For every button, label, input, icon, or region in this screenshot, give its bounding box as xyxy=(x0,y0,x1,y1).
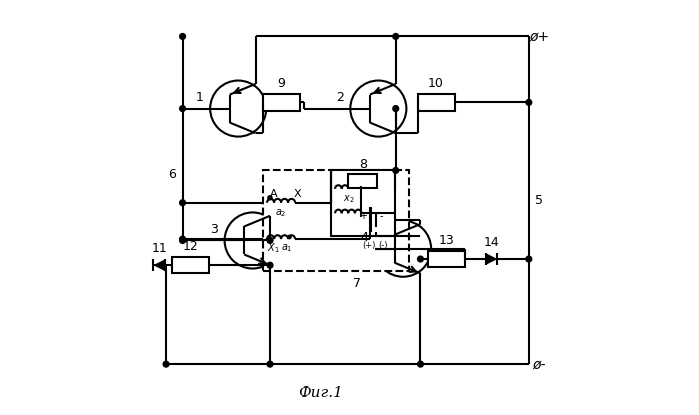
Text: $a_1$: $a_1$ xyxy=(282,242,293,254)
Bar xyxy=(428,251,465,267)
Circle shape xyxy=(393,106,398,112)
Bar xyxy=(331,171,395,237)
Text: 14: 14 xyxy=(484,236,500,249)
Circle shape xyxy=(180,236,185,242)
Text: 1: 1 xyxy=(196,91,204,104)
Text: ø-: ø- xyxy=(533,357,546,371)
Text: 12: 12 xyxy=(183,240,199,253)
Circle shape xyxy=(267,238,273,243)
Bar xyxy=(349,173,377,188)
Text: 13: 13 xyxy=(438,234,454,247)
Text: 6: 6 xyxy=(168,168,176,181)
Text: (-): (-) xyxy=(378,241,388,250)
Circle shape xyxy=(180,200,185,205)
Text: Фиг.1: Фиг.1 xyxy=(298,386,343,400)
Text: -: - xyxy=(379,211,382,221)
Bar xyxy=(417,94,454,111)
Text: +: + xyxy=(359,211,367,221)
Text: 5: 5 xyxy=(535,194,543,207)
Circle shape xyxy=(417,256,424,262)
Circle shape xyxy=(180,238,185,243)
Text: 11: 11 xyxy=(151,242,167,255)
Circle shape xyxy=(393,34,398,39)
Text: ø+: ø+ xyxy=(529,29,549,44)
Polygon shape xyxy=(486,253,498,265)
Bar xyxy=(172,257,209,273)
Text: 8: 8 xyxy=(359,158,367,171)
Text: 4: 4 xyxy=(361,231,368,244)
Bar xyxy=(263,94,300,111)
Text: 9: 9 xyxy=(278,77,285,90)
Text: $X_1$: $X_1$ xyxy=(267,241,280,255)
Circle shape xyxy=(180,34,185,39)
Text: 2: 2 xyxy=(336,91,344,104)
Circle shape xyxy=(417,361,424,367)
Circle shape xyxy=(526,100,532,105)
Circle shape xyxy=(288,235,291,239)
Text: 3: 3 xyxy=(210,223,218,236)
Circle shape xyxy=(180,106,185,112)
Text: 7: 7 xyxy=(352,277,361,290)
Text: $a_2$: $a_2$ xyxy=(275,207,287,219)
Circle shape xyxy=(163,361,169,367)
Circle shape xyxy=(526,256,532,262)
Bar xyxy=(263,171,410,271)
Text: A: A xyxy=(269,190,277,200)
Circle shape xyxy=(267,262,273,268)
Text: 10: 10 xyxy=(428,77,444,90)
Text: (+): (+) xyxy=(362,241,375,250)
Circle shape xyxy=(393,168,398,173)
Circle shape xyxy=(268,196,272,200)
Text: X: X xyxy=(294,190,302,200)
Polygon shape xyxy=(153,259,165,271)
Text: $x_2$: $x_2$ xyxy=(343,193,354,205)
Circle shape xyxy=(267,361,273,367)
